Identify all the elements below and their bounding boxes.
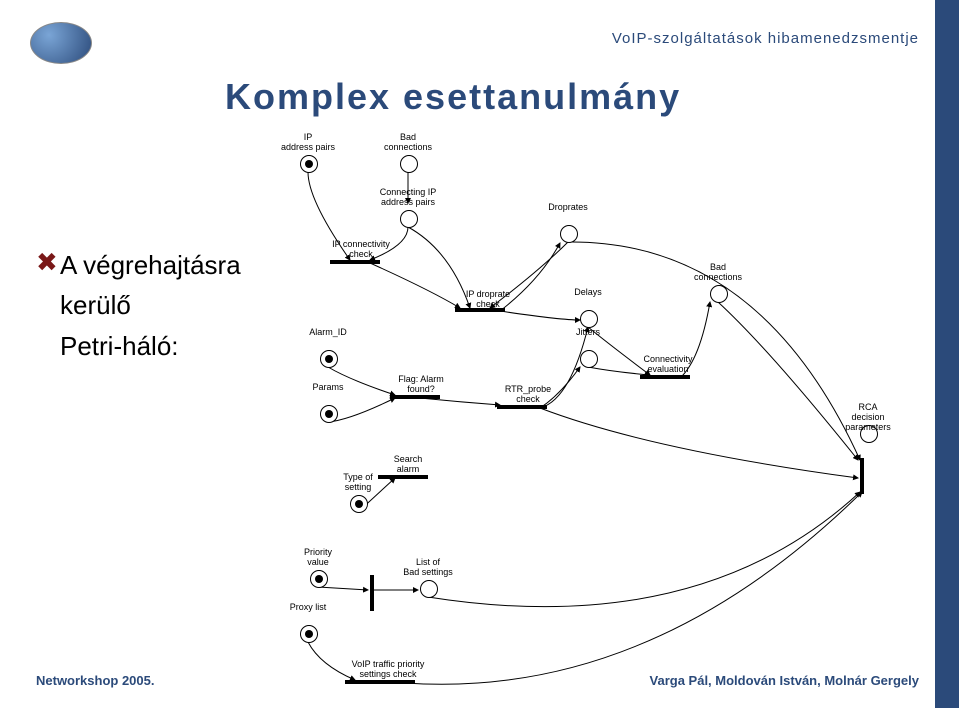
petri-label: Type ofsetting — [313, 473, 403, 493]
petri-place — [580, 350, 598, 368]
header-breadcrumb: VoIP-szolgáltatások hibamenedzsmentje — [612, 30, 919, 47]
petri-label: Alarm_ID — [283, 328, 373, 338]
bullet-line: A végrehajtásra — [60, 245, 241, 285]
petri-place — [400, 210, 418, 228]
petri-place — [400, 155, 418, 173]
petri-label: Priorityvalue — [273, 548, 363, 568]
petri-label: Searchalarm — [363, 455, 453, 475]
petri-transition — [345, 680, 415, 684]
petri-label: Proxy list — [263, 603, 353, 613]
petri-place — [320, 350, 338, 368]
petri-place — [580, 310, 598, 328]
petri-transition — [370, 575, 374, 611]
petri-token — [325, 355, 333, 363]
footer-left: Networkshop 2005. — [36, 673, 155, 688]
petri-place — [420, 580, 438, 598]
petri-token — [305, 160, 313, 168]
petri-label: Connecting IPaddress pairs — [363, 188, 453, 208]
petri-place — [710, 285, 728, 303]
petri-label: Badconnections — [673, 263, 763, 283]
petri-place — [560, 225, 578, 243]
petri-token — [315, 575, 323, 583]
petri-transition — [860, 458, 864, 494]
slide-title: Komplex esettanulmány — [225, 76, 681, 118]
petri-label: IP connectivitycheck — [316, 240, 406, 260]
footer-right: Varga Pál, Moldován István, Molnár Gerge… — [650, 673, 919, 688]
petri-place — [350, 495, 368, 513]
petri-label: RCAdecisionparameters — [823, 403, 913, 433]
brand-band — [935, 0, 959, 708]
bullet-icon: ✖ — [36, 247, 58, 278]
petri-label: VoIP traffic prioritysettings check — [343, 660, 433, 680]
petri-label: Delays — [543, 288, 633, 298]
petri-token — [305, 630, 313, 638]
petri-label: IPaddress pairs — [263, 133, 353, 153]
petri-token — [325, 410, 333, 418]
petri-place — [320, 405, 338, 423]
bullet-line: Petri-háló: — [60, 326, 241, 366]
slide: { "colors":{"brand":"#2b4a7a","text":"#0… — [0, 0, 959, 708]
petri-transition — [390, 395, 440, 399]
petri-label: List ofBad settings — [383, 558, 473, 578]
petri-label: Droprates — [523, 203, 613, 213]
petri-label: Params — [283, 383, 373, 393]
petri-label: Jitters — [543, 328, 633, 338]
petri-transition — [640, 375, 690, 379]
bullet-text: A végrehajtásra kerülő Petri-háló: — [60, 245, 241, 366]
petri-label: Flag: Alarmfound? — [376, 375, 466, 395]
petri-transition — [330, 260, 380, 264]
petri-place — [300, 625, 318, 643]
petri-label: Connectivityevaluation — [623, 355, 713, 375]
petri-place — [300, 155, 318, 173]
petri-place — [310, 570, 328, 588]
petri-transition — [497, 405, 547, 409]
bullet-line: kerülő — [60, 285, 241, 325]
petri-label: Badconnections — [363, 133, 453, 153]
petri-token — [355, 500, 363, 508]
globe-icon — [30, 22, 92, 64]
petri-label: IP dropratecheck — [443, 290, 533, 310]
petri-label: RTR_probecheck — [483, 385, 573, 405]
